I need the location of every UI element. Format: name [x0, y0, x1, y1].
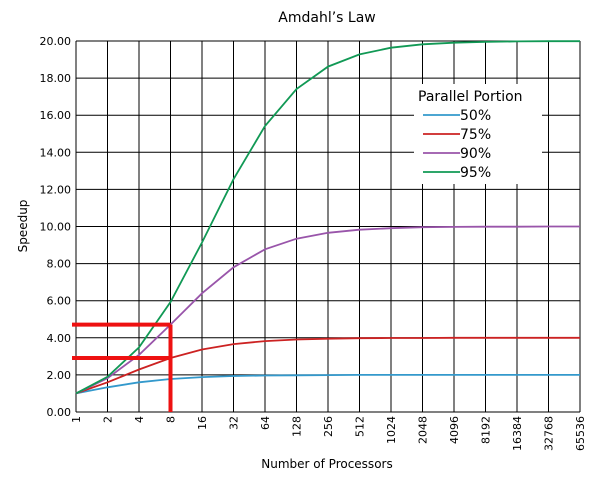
y-tick-label: 4.00	[47, 332, 72, 345]
legend-entry-label: 50%	[460, 108, 491, 124]
y-tick-label: 16.00	[40, 109, 72, 122]
series-line	[75, 225, 580, 395]
x-tick-label: 128	[291, 416, 304, 437]
x-tick-label: 4	[133, 416, 146, 423]
x-tick-label: 32	[228, 416, 241, 430]
series-line	[75, 40, 580, 395]
legend: Parallel Portion 50% 75% 90% 95%	[414, 84, 542, 184]
y-tick-label: 14.00	[40, 146, 72, 159]
series-line	[75, 373, 580, 395]
y-tick-label: 10.00	[40, 221, 72, 234]
y-tick-label: 12.00	[40, 183, 72, 196]
y-tick-label: 8.00	[47, 258, 72, 271]
x-tick-labels: 1 2 4 8 16 32 64 128 256 512 1024 2048 4096 8192 16384…	[70, 416, 587, 451]
y-tick-label: 2.00	[47, 369, 72, 382]
chart-title: Amdahl’s Law	[278, 10, 375, 26]
x-tick-label: 4096	[448, 416, 461, 444]
x-tick-label: 8	[165, 416, 178, 423]
x-tick-label: 1024	[385, 416, 398, 444]
legend-entry-label: 95%	[460, 165, 491, 181]
y-tick-label: 18.00	[40, 72, 72, 85]
x-tick-label: 1	[70, 416, 83, 423]
x-tick-label: 65536	[574, 416, 587, 451]
y-tick-labels: 0.00 2.00 4.00 6.00 8.00 10.00 12.00 14.00 16.00…	[40, 35, 72, 419]
x-tick-label: 8192	[480, 416, 493, 444]
y-tick-label: 6.00	[47, 295, 72, 308]
x-tick-label: 64	[259, 416, 272, 430]
legend-entry-label: 90%	[460, 146, 491, 162]
x-tick-label: 16	[196, 416, 209, 430]
x-tick-label: 32768	[543, 416, 556, 451]
x-tick-label: 2	[102, 416, 115, 423]
y-axis-title: Speedup	[16, 200, 30, 253]
x-tick-label: 2048	[417, 416, 430, 444]
legend-title: Parallel Portion	[418, 89, 523, 105]
x-tick-label: 256	[322, 416, 335, 437]
annotations	[72, 322, 173, 412]
x-axis-title: Number of Processors	[261, 457, 392, 471]
series-lines	[75, 40, 580, 395]
y-tick-label: 0.00	[47, 406, 72, 419]
x-tick-label: 512	[354, 416, 367, 437]
x-tick-label: 16384	[511, 416, 524, 451]
legend-entry-label: 75%	[460, 127, 491, 143]
y-tick-label: 20.00	[40, 35, 72, 48]
series-line	[75, 336, 580, 395]
